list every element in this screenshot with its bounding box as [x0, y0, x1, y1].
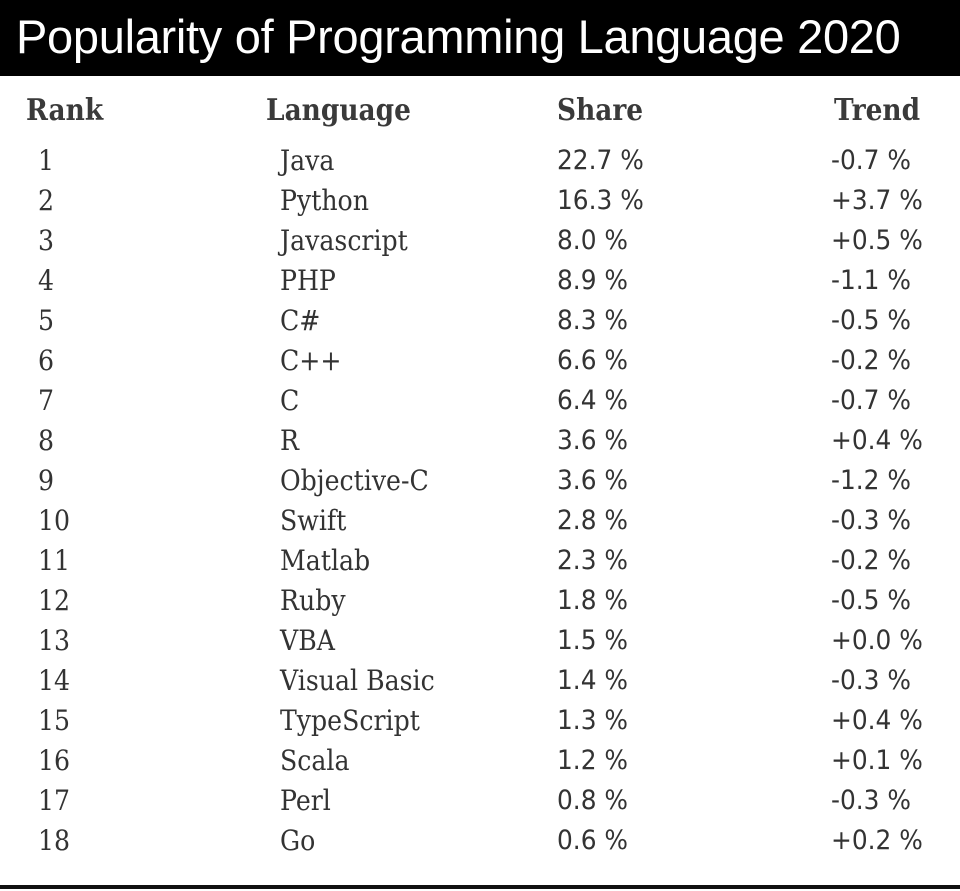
- rank-cell: 15: [38, 704, 71, 737]
- table-row: 14 Visual Basic 1.4 % -0.3 %: [0, 661, 960, 701]
- share-cell: 6.4 %: [557, 385, 629, 416]
- rank-cell: 5: [38, 304, 55, 337]
- trend-cell: -0.7 %: [831, 145, 911, 176]
- table-row: 1 Java 22.7 % -0.7 %: [0, 141, 960, 181]
- share-cell: 8.9 %: [557, 265, 629, 296]
- table-row: 4 PHP 8.9 % -1.1 %: [0, 261, 960, 301]
- table-body: 1 Java 22.7 % -0.7 % 2 Python 16.3 % +3.7 % 3 Jav…: [0, 141, 960, 861]
- trend-cell: +0.5 %: [831, 225, 923, 256]
- trend-cell: +0.2 %: [831, 825, 923, 856]
- rank-cell: 14: [38, 664, 71, 697]
- share-cell: 6.6 %: [557, 345, 629, 376]
- table-row: 12 Ruby 1.8 % -0.5 %: [0, 581, 960, 621]
- trend-cell: -0.2 %: [831, 345, 911, 376]
- share-cell: 1.2 %: [557, 745, 629, 776]
- trend-cell: -0.5 %: [831, 305, 911, 336]
- trend-cell: +0.4 %: [831, 705, 923, 736]
- language-cell: Objective-C: [280, 464, 429, 497]
- table-row: 3 Javascript 8.0 % +0.5 %: [0, 221, 960, 261]
- rank-cell: 2: [38, 184, 55, 217]
- language-cell: C: [280, 384, 300, 417]
- trend-cell: -0.7 %: [831, 385, 911, 416]
- language-cell: Perl: [280, 784, 331, 817]
- language-cell: VBA: [280, 624, 335, 657]
- table-row: 7 C 6.4 % -0.7 %: [0, 381, 960, 421]
- table-row: 2 Python 16.3 % +3.7 %: [0, 181, 960, 221]
- share-cell: 1.3 %: [557, 705, 629, 736]
- language-cell: C++: [280, 344, 342, 377]
- rank-cell: 18: [38, 824, 71, 857]
- share-cell: 22.7 %: [557, 145, 644, 176]
- trend-cell: -0.3 %: [831, 785, 911, 816]
- table-row: 10 Swift 2.8 % -0.3 %: [0, 501, 960, 541]
- table-row: 9 Objective-C 3.6 % -1.2 %: [0, 461, 960, 501]
- trend-cell: +0.4 %: [831, 425, 923, 456]
- language-cell: Go: [280, 824, 316, 857]
- share-cell: 2.8 %: [557, 505, 629, 536]
- table-row: 8 R 3.6 % +0.4 %: [0, 421, 960, 461]
- table-row: 18 Go 0.6 % +0.2 %: [0, 821, 960, 861]
- rank-cell: 10: [38, 504, 71, 537]
- share-cell: 3.6 %: [557, 465, 629, 496]
- language-cell: Swift: [280, 504, 347, 537]
- trend-cell: +0.1 %: [831, 745, 923, 776]
- trend-cell: -0.3 %: [831, 665, 911, 696]
- language-cell: R: [280, 424, 299, 457]
- trend-cell: +3.7 %: [831, 185, 923, 216]
- table-row: 5 C# 8.3 % -0.5 %: [0, 301, 960, 341]
- language-cell: Visual Basic: [280, 664, 435, 697]
- rank-cell: 12: [38, 584, 71, 617]
- rank-cell: 4: [38, 264, 55, 297]
- table-row: 15 TypeScript 1.3 % +0.4 %: [0, 701, 960, 741]
- language-cell: Java: [280, 144, 335, 177]
- rank-cell: 1: [38, 144, 55, 177]
- trend-cell: -0.3 %: [831, 505, 911, 536]
- language-cell: Javascript: [280, 224, 408, 257]
- title-bar: Popularity of Programming Language 2020: [0, 0, 960, 76]
- rank-cell: 17: [38, 784, 71, 817]
- language-cell: Matlab: [280, 544, 371, 577]
- share-cell: 3.6 %: [557, 425, 629, 456]
- rank-cell: 7: [38, 384, 55, 417]
- table-row: 6 C++ 6.6 % -0.2 %: [0, 341, 960, 381]
- rank-cell: 3: [38, 224, 55, 257]
- rank-cell: 16: [38, 744, 71, 777]
- language-cell: C#: [280, 304, 321, 337]
- page-title: Popularity of Programming Language 2020: [16, 10, 901, 63]
- table-row: 11 Matlab 2.3 % -0.2 %: [0, 541, 960, 581]
- share-cell: 0.6 %: [557, 825, 629, 856]
- trend-cell: -0.2 %: [831, 545, 911, 576]
- share-cell: 8.3 %: [557, 305, 629, 336]
- rank-cell: 13: [38, 624, 71, 657]
- column-header-rank: Rank: [26, 93, 104, 128]
- bottom-divider: [0, 885, 960, 889]
- rank-cell: 11: [38, 544, 71, 577]
- language-cell: PHP: [280, 264, 336, 297]
- language-cell: Python: [280, 184, 369, 217]
- trend-cell: +0.0 %: [831, 625, 923, 656]
- share-cell: 1.4 %: [557, 665, 629, 696]
- trend-cell: -0.5 %: [831, 585, 911, 616]
- column-header-share: Share: [557, 93, 644, 128]
- trend-cell: -1.1 %: [831, 265, 911, 296]
- table-row: 17 Perl 0.8 % -0.3 %: [0, 781, 960, 821]
- table-row: 16 Scala 1.2 % +0.1 %: [0, 741, 960, 781]
- share-cell: 16.3 %: [557, 185, 644, 216]
- share-cell: 1.8 %: [557, 585, 629, 616]
- language-cell: Ruby: [280, 584, 346, 617]
- rank-cell: 8: [38, 424, 55, 457]
- rank-cell: 6: [38, 344, 55, 377]
- share-cell: 2.3 %: [557, 545, 629, 576]
- language-cell: Scala: [280, 744, 350, 777]
- language-cell: TypeScript: [280, 704, 420, 737]
- share-cell: 0.8 %: [557, 785, 629, 816]
- column-header-trend: Trend: [834, 93, 921, 128]
- column-header-language: Language: [266, 93, 411, 128]
- trend-cell: -1.2 %: [831, 465, 911, 496]
- rank-cell: 9: [38, 464, 55, 497]
- share-cell: 8.0 %: [557, 225, 629, 256]
- table-row: 13 VBA 1.5 % +0.0 %: [0, 621, 960, 661]
- share-cell: 1.5 %: [557, 625, 629, 656]
